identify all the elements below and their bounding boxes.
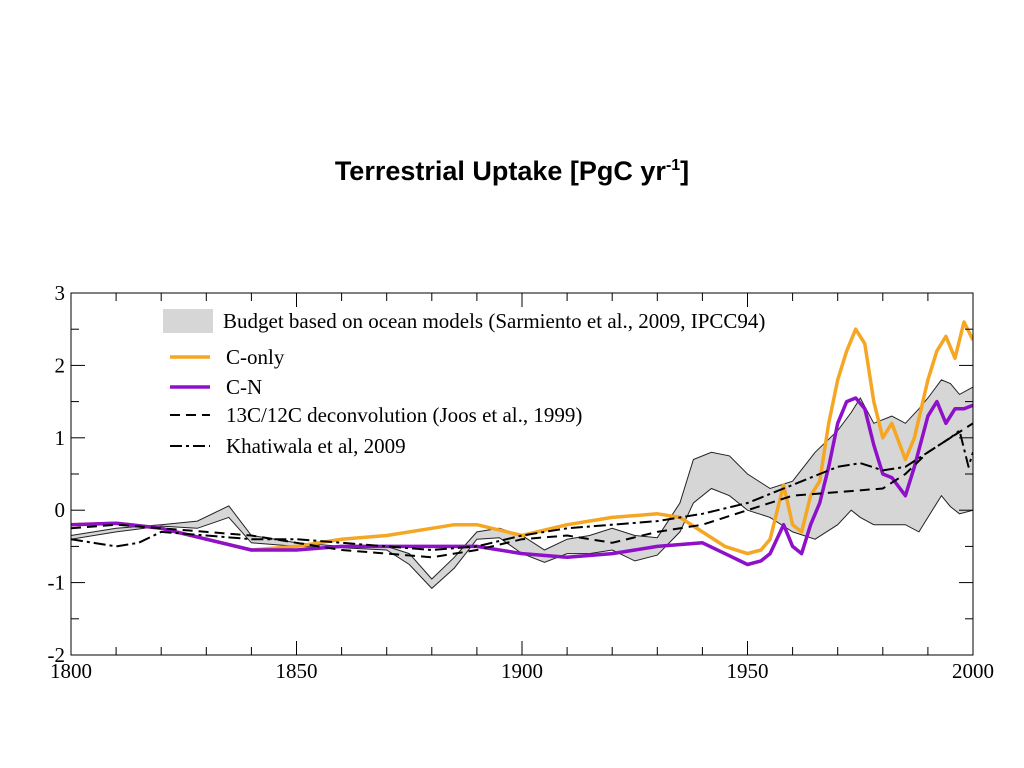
series-khat-line (71, 429, 973, 551)
x-tick-label: 1800 (50, 659, 92, 683)
x-tick-label: 1850 (276, 659, 318, 683)
legend-item-joos: 13C/12C deconvolution (Joos et al., 1999… (170, 403, 582, 427)
y-tick-label: 1 (55, 426, 66, 450)
legend-label: C-N (226, 375, 262, 399)
x-tick-label: 1950 (727, 659, 769, 683)
x-tick-label: 1900 (501, 659, 543, 683)
y-tick-label: 2 (55, 353, 66, 377)
y-tick-label: -1 (48, 571, 66, 595)
title-main: Terrestrial Uptake [PgC yr (334, 156, 666, 186)
y-tick-label: -2 (48, 643, 66, 667)
legend-swatch (163, 309, 213, 333)
series-cn-line (71, 396, 973, 567)
x-tick-label: 2000 (952, 659, 994, 683)
title-close: ] (680, 156, 690, 186)
legend-label: Budget based on ocean models (Sarmiento … (223, 309, 765, 333)
legend-item-conly: C-only (170, 345, 285, 369)
legend-label: 13C/12C deconvolution (Joos et al., 1999… (226, 403, 582, 427)
y-tick-label: 0 (55, 498, 66, 522)
title-superscript: -1 (665, 157, 681, 174)
legend: Budget based on ocean models (Sarmiento … (163, 309, 765, 458)
series-joos-line (71, 422, 973, 559)
ticks-layer: 1800 1850 1900 1950 2000 3 2 1 0 -1 -2 (48, 281, 995, 683)
legend-label: C-only (226, 345, 285, 369)
slide-title: Terrestrial Uptake [PgC yr-1] (0, 156, 1024, 187)
y-tick-label: 3 (55, 281, 66, 305)
legend-item-khat: Khatiwala et al, 2009 (170, 434, 406, 458)
series-conly-line (71, 320, 973, 556)
legend-item-budget: Budget based on ocean models (Sarmiento … (163, 309, 765, 333)
legend-item-cn: C-N (170, 375, 262, 399)
lines-layer (71, 320, 973, 567)
legend-label: Khatiwala et al, 2009 (226, 434, 406, 458)
